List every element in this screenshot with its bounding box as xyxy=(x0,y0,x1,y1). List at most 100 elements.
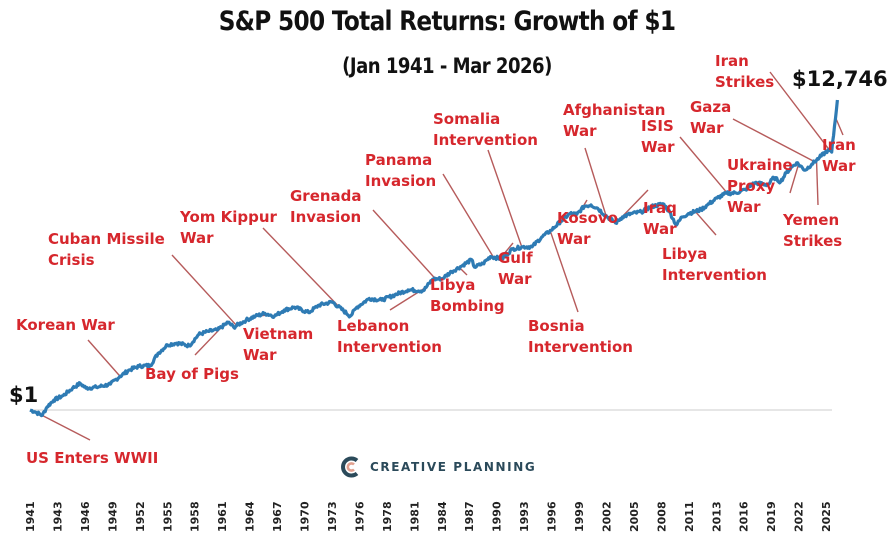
annotation-label-line: Yemen xyxy=(782,211,839,229)
annotation-label-line: Intervention xyxy=(662,266,767,284)
annotation-label: Iran War xyxy=(822,136,856,175)
annotation-label-line: Korean War xyxy=(16,316,115,334)
annotation-leader-line xyxy=(38,412,91,441)
annotation-label: Grenada Invasion xyxy=(290,187,362,226)
x-tick-label: 2019 xyxy=(765,501,778,532)
annotation-label-line: Strikes xyxy=(715,73,774,91)
annotation-label-line: Ukraine xyxy=(727,156,793,174)
annotation-label-line: Afghanistan xyxy=(563,101,665,119)
annotation-label: Libya Bombing xyxy=(430,276,505,315)
creative-planning-logo: CREATIVE PLANNING xyxy=(340,455,536,479)
annotation-label-line: Lebanon xyxy=(337,317,409,335)
x-tick-label: 1964 xyxy=(244,501,257,532)
annotation-leader-line xyxy=(732,118,815,163)
annotation-leader-line xyxy=(499,242,514,260)
annotation-leader-line xyxy=(171,254,238,327)
annotation-leader-line xyxy=(262,227,342,310)
annotation-label-line: Crisis xyxy=(48,251,95,269)
end-value-label: $12,746 xyxy=(792,67,888,91)
x-tick-label: 2016 xyxy=(738,501,751,532)
annotation-leader-line xyxy=(87,339,121,377)
annotation-label-line: Intervention xyxy=(528,338,633,356)
annotation-label: Vietnam War xyxy=(243,325,313,364)
chart-title: S&P 500 Total Returns: Growth of $1 xyxy=(218,6,676,37)
x-tick-label: 2022 xyxy=(793,501,806,532)
annotation-label-line: War xyxy=(641,138,675,156)
x-tick-label: 2025 xyxy=(820,501,833,532)
annotation-label: ISIS War xyxy=(641,117,675,156)
x-tick-label: 1973 xyxy=(326,501,339,532)
annotation-leader-line xyxy=(442,173,494,258)
annotation-label-line: Vietnam xyxy=(243,325,313,343)
annotation-label-line: Bombing xyxy=(430,297,505,315)
x-tick-label: 1943 xyxy=(52,501,65,532)
annotation-label: Lebanon Intervention xyxy=(337,317,442,356)
annotation-label-line: Libya xyxy=(662,245,707,263)
start-value-label: $1 xyxy=(9,383,38,407)
annotation-label: Somalia Intervention xyxy=(433,110,538,149)
x-tick-label: 1996 xyxy=(546,501,559,532)
x-tick-label: 1990 xyxy=(491,501,504,532)
annotation-label-line: Intervention xyxy=(337,338,442,356)
annotation-label-line: Intervention xyxy=(433,131,538,149)
annotation-label-line: Somalia xyxy=(433,110,500,128)
annotation-label-line: Panama xyxy=(365,151,432,169)
x-tick-label: 1941 xyxy=(24,501,37,532)
annotation-label-line: Gulf xyxy=(498,249,533,267)
annotation-label: Bay of Pigs xyxy=(145,365,239,383)
annotation-label-line: War xyxy=(563,122,597,140)
annotation-label-line: Bosnia xyxy=(528,317,585,335)
annotation-label-line: War xyxy=(727,198,761,216)
annotation-label-line: War xyxy=(180,229,214,247)
annotation-label-line: ISIS xyxy=(641,117,674,135)
x-tick-label: 2008 xyxy=(655,501,668,532)
annotation-label: US Enters WWII xyxy=(26,449,158,467)
annotation-label-line: Iran xyxy=(715,52,749,70)
annotation-leader-line xyxy=(815,160,819,206)
series-line xyxy=(29,99,839,418)
annotation-label-line: War xyxy=(243,346,277,364)
annotation-label-line: Iraq xyxy=(643,199,677,217)
annotation-label: Bosnia Intervention xyxy=(528,317,633,356)
annotation-label-line: Cuban Missile xyxy=(48,230,165,248)
x-tick-label: 1976 xyxy=(353,501,366,532)
x-tick-label: 1946 xyxy=(79,501,92,532)
x-tick-label: 1970 xyxy=(299,501,312,532)
chart-subtitle: (Jan 1941 - Mar 2026) xyxy=(342,54,552,78)
annotation-label: Iran Strikes xyxy=(715,52,774,91)
x-tick-label: 1949 xyxy=(106,501,119,532)
x-tick-label: 2013 xyxy=(710,501,723,532)
annotation-label: Afghanistan War xyxy=(563,101,665,140)
annotation-leader-line xyxy=(769,71,832,153)
x-tick-label: 1984 xyxy=(436,501,449,532)
x-tick-label: 1961 xyxy=(216,501,229,532)
annotation-label: Libya Intervention xyxy=(662,245,767,284)
annotation-label-line: US Enters WWII xyxy=(26,449,158,467)
x-tick-label: 1958 xyxy=(189,501,202,532)
annotation-label: Cuban Missile Crisis xyxy=(48,230,165,269)
x-tick-label: 1987 xyxy=(463,501,476,532)
annotation-label: Yemen Strikes xyxy=(782,211,842,250)
annotation-label-line: Invasion xyxy=(290,208,361,226)
annotation-label-line: War xyxy=(690,119,724,137)
x-tick-label: 1981 xyxy=(408,501,421,532)
annotation-label: Gaza War xyxy=(690,98,731,137)
annotation-label: Ukraine Proxy War xyxy=(727,156,793,216)
annotation-label-line: Yom Kippur xyxy=(179,208,278,226)
annotation-label-line: War xyxy=(822,157,856,175)
annotation-leader-line xyxy=(789,164,800,194)
annotation-leader-line xyxy=(679,136,728,194)
annotation-label-line: Kosovo xyxy=(557,209,618,227)
annotation-label-line: Iran xyxy=(822,136,856,154)
annotation-label-line: Strikes xyxy=(783,232,842,250)
x-tick-label: 2005 xyxy=(628,501,641,532)
x-tick-label: 1967 xyxy=(271,501,284,532)
annotation-label-line: Bay of Pigs xyxy=(145,365,239,383)
annotation-label-line: War xyxy=(498,270,532,288)
logo-text: CREATIVE PLANNING xyxy=(370,460,537,474)
annotation-label: Kosovo War xyxy=(557,209,618,248)
annotation-label-line: Libya xyxy=(430,276,475,294)
annotation-label-line: War xyxy=(643,220,677,238)
annotation-label-line: Gaza xyxy=(690,98,731,116)
